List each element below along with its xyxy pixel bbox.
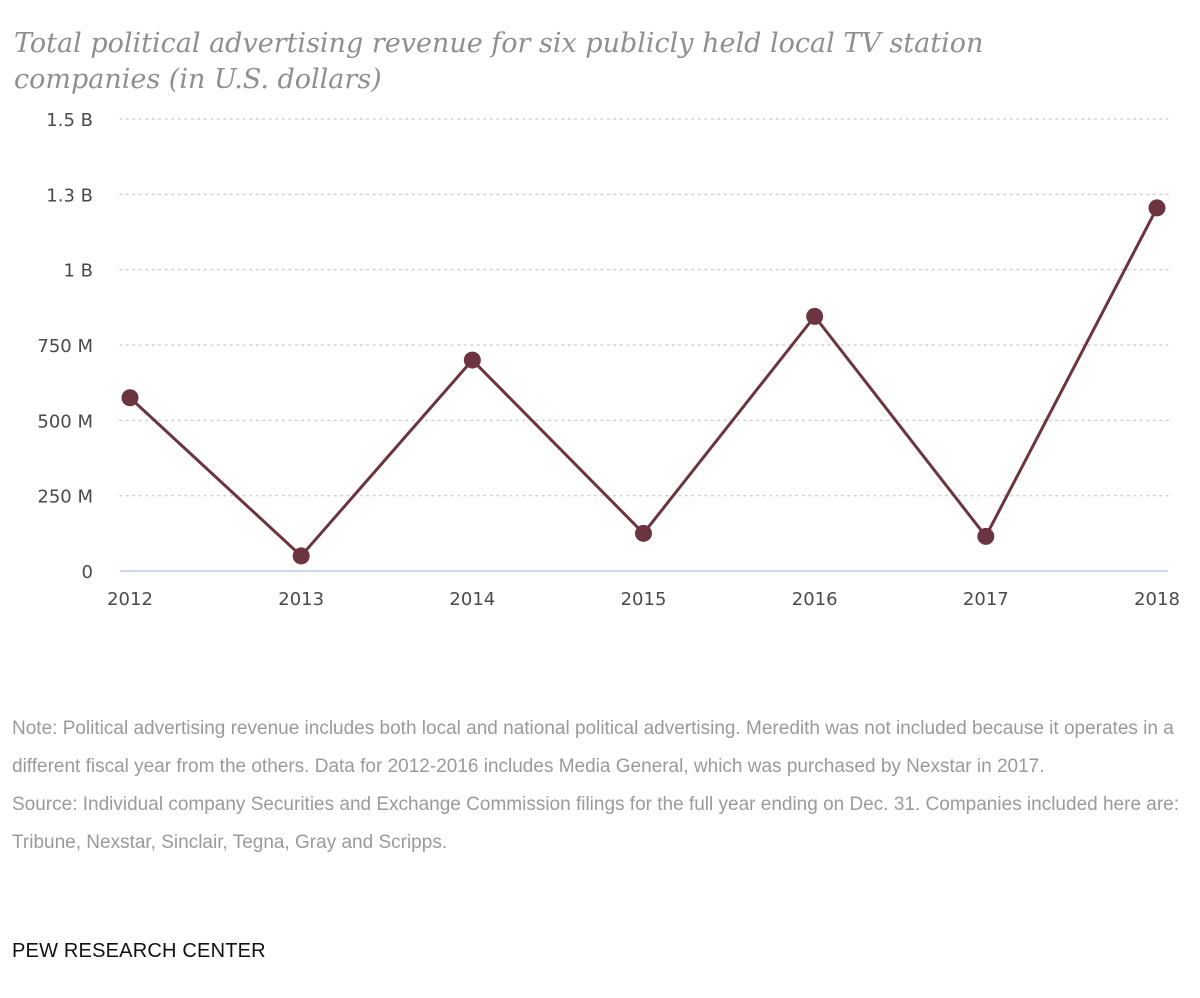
y-axis: 0 250 M 500 M 750 M 1 B 1.3 B 1.5 B xyxy=(37,110,93,583)
x-tick-label: 2012 xyxy=(107,589,153,610)
brand-logo-text: PEW RESEARCH CENTER xyxy=(12,940,266,962)
x-tick-label: 2013 xyxy=(278,589,324,610)
data-point xyxy=(635,524,652,542)
y-tick-label: 250 M xyxy=(37,487,93,508)
x-tick-label: 2018 xyxy=(1134,589,1180,610)
y-tick-label: 750 M xyxy=(37,336,93,357)
x-tick-label: 2016 xyxy=(792,589,838,610)
y-tick-label: 1 B xyxy=(63,261,93,282)
chart-title: Total political advertising revenue for … xyxy=(14,28,984,95)
series xyxy=(121,199,1166,565)
x-axis: 2012 2013 2014 2015 2016 2017 2018 xyxy=(107,570,1180,610)
data-point xyxy=(1148,199,1166,217)
y-tick-label: 0 xyxy=(82,562,93,583)
source-text: Source: Individual company Securities an… xyxy=(12,794,1180,853)
note-text: Note: Political advertising revenue incl… xyxy=(12,718,1174,777)
y-tick-label: 1.3 B xyxy=(46,185,93,206)
x-tick-label: 2015 xyxy=(621,589,667,610)
x-tick-label: 2017 xyxy=(963,589,1009,610)
gridlines xyxy=(119,118,1169,497)
series-line xyxy=(128,207,1159,558)
y-tick-label: 1.5 B xyxy=(46,110,93,131)
data-point xyxy=(121,389,139,407)
chart-notes: Note: Political advertising revenue incl… xyxy=(12,710,1187,862)
x-tick-label: 2014 xyxy=(449,589,495,610)
data-point xyxy=(977,527,995,545)
y-tick-label: 500 M xyxy=(37,411,93,432)
data-point xyxy=(463,351,481,369)
data-point xyxy=(292,547,310,565)
data-point xyxy=(806,307,824,325)
